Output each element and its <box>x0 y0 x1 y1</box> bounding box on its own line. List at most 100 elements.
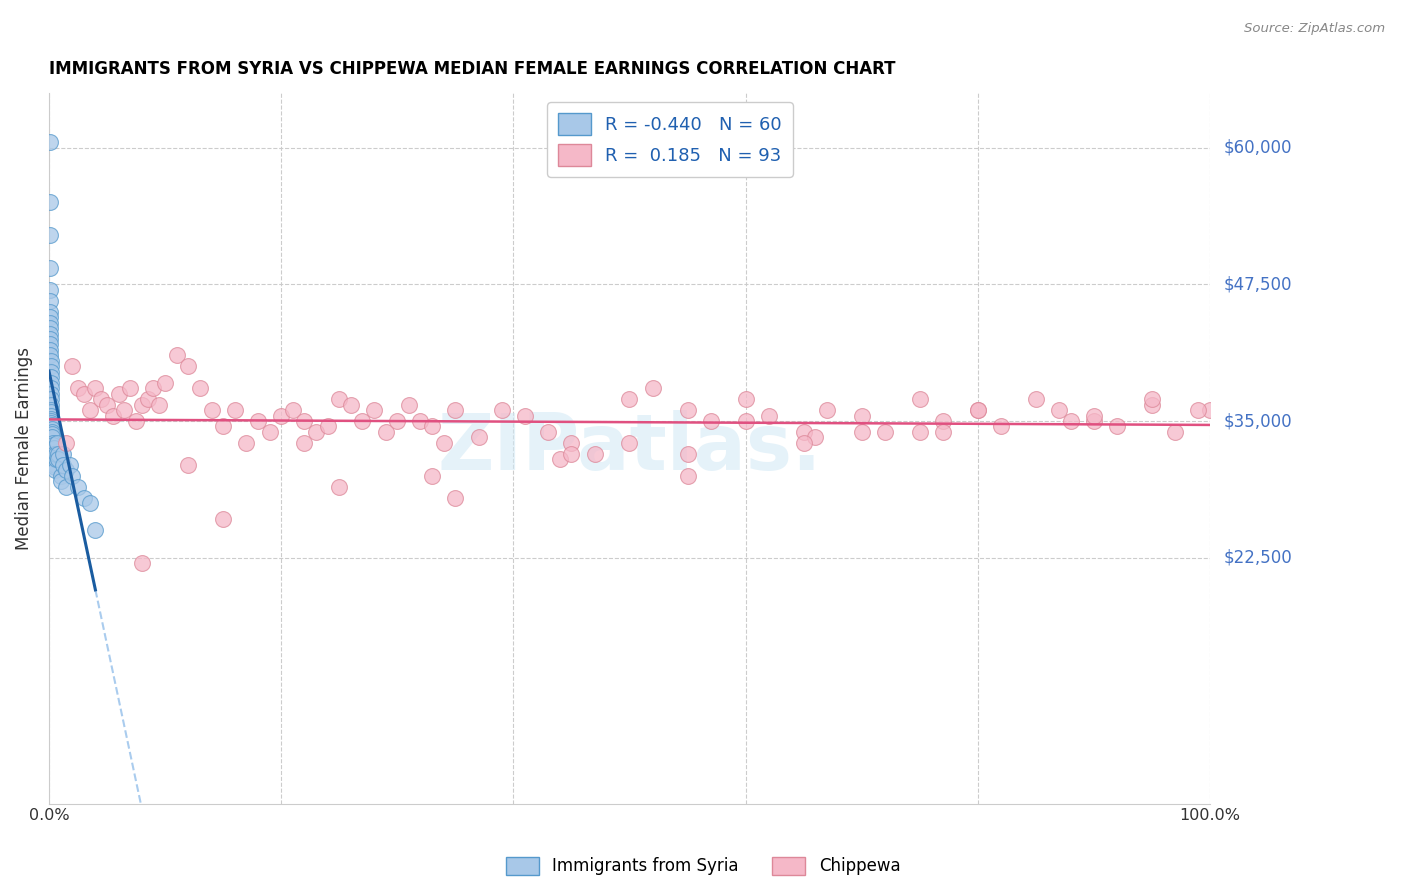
Point <box>932 414 955 428</box>
Point <box>560 447 582 461</box>
Point <box>84 524 107 538</box>
Point <box>374 425 396 439</box>
Point <box>38 228 60 243</box>
Point <box>676 468 699 483</box>
Point <box>38 195 60 210</box>
Point <box>990 419 1012 434</box>
Text: $47,500: $47,500 <box>1223 276 1292 293</box>
Point <box>42 442 65 456</box>
Point <box>60 468 83 483</box>
Point <box>1059 414 1081 428</box>
Point <box>281 403 304 417</box>
Point <box>363 403 385 417</box>
Point <box>1083 414 1105 428</box>
Point <box>270 409 292 423</box>
Point <box>52 458 75 472</box>
Point <box>107 386 129 401</box>
Point <box>177 359 200 374</box>
Point <box>41 427 63 442</box>
Point <box>114 403 136 417</box>
Point <box>39 326 62 341</box>
Point <box>177 458 200 472</box>
Point <box>39 337 62 351</box>
Point <box>39 316 62 330</box>
Point <box>42 438 65 452</box>
Point <box>560 435 582 450</box>
Point <box>42 452 65 467</box>
Point <box>188 381 211 395</box>
Point <box>39 332 62 346</box>
Point <box>49 474 72 488</box>
Point <box>39 405 62 419</box>
Point <box>101 409 124 423</box>
Point <box>79 403 101 417</box>
Text: $22,500: $22,500 <box>1223 549 1292 566</box>
Point <box>444 491 467 505</box>
Point <box>676 447 699 461</box>
Point <box>41 422 63 436</box>
Point <box>45 452 67 467</box>
Point <box>699 414 721 428</box>
Point <box>908 392 931 406</box>
Point <box>548 452 571 467</box>
Point <box>46 452 69 467</box>
Point <box>1140 398 1163 412</box>
Point <box>142 381 165 395</box>
Point <box>38 135 60 149</box>
Point <box>851 409 873 423</box>
Point <box>38 283 60 297</box>
Point <box>38 304 60 318</box>
Point <box>66 480 89 494</box>
Point <box>45 447 67 461</box>
Point <box>59 458 82 472</box>
Point <box>39 412 62 426</box>
Point <box>66 381 89 395</box>
Point <box>1140 392 1163 406</box>
Point <box>513 409 536 423</box>
Point <box>96 398 118 412</box>
Point <box>39 365 62 379</box>
Point <box>1199 403 1222 417</box>
Point <box>73 491 96 505</box>
Point <box>433 435 456 450</box>
Y-axis label: Median Female Earnings: Median Female Earnings <box>15 347 32 549</box>
Text: ZIPatlas.: ZIPatlas. <box>437 410 821 486</box>
Point <box>1083 409 1105 423</box>
Text: $60,000: $60,000 <box>1223 138 1292 157</box>
Point <box>90 392 112 406</box>
Point <box>131 556 153 570</box>
Point <box>734 392 756 406</box>
Point <box>1164 425 1187 439</box>
Point <box>39 370 62 384</box>
Point <box>583 447 606 461</box>
Point <box>328 480 350 494</box>
Point <box>420 468 443 483</box>
Point <box>340 398 363 412</box>
Point <box>793 425 815 439</box>
Point <box>131 398 153 412</box>
Point <box>305 425 328 439</box>
Point <box>49 468 72 483</box>
Point <box>491 403 513 417</box>
Point <box>316 419 339 434</box>
Point <box>120 381 142 395</box>
Point <box>148 398 170 412</box>
Point <box>46 435 69 450</box>
Point <box>734 414 756 428</box>
Point <box>224 403 246 417</box>
Point <box>804 430 827 444</box>
Point <box>793 435 815 450</box>
Point <box>39 414 62 428</box>
Point <box>39 359 62 374</box>
Point <box>966 403 988 417</box>
Point <box>125 414 148 428</box>
Point <box>41 418 63 433</box>
Point <box>39 416 62 430</box>
Point <box>328 392 350 406</box>
Point <box>39 392 62 406</box>
Point <box>39 381 62 395</box>
Point <box>420 419 443 434</box>
Point <box>44 459 66 474</box>
Point <box>44 458 66 472</box>
Point <box>55 463 77 477</box>
